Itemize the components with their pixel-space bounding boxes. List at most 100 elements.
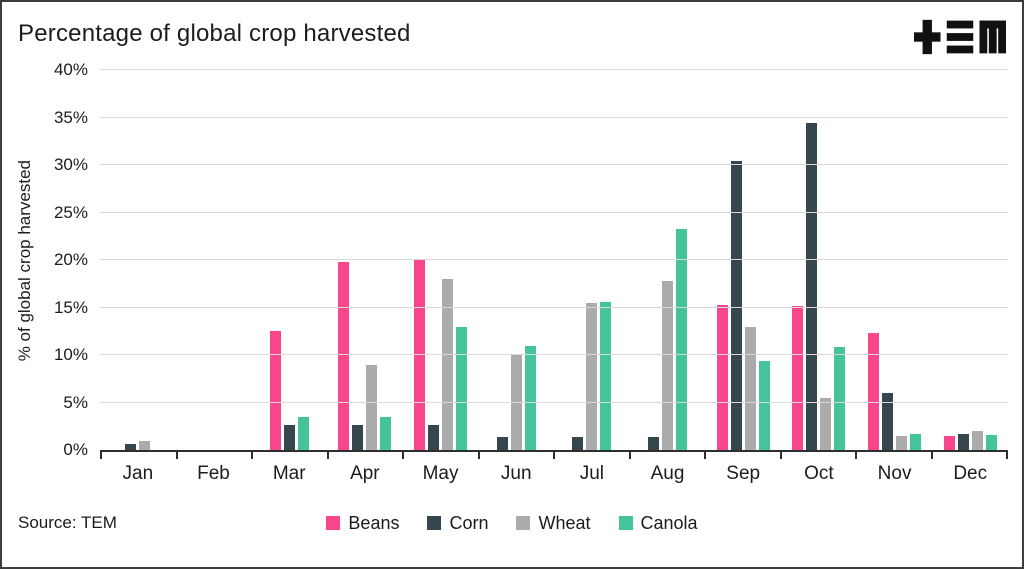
y-tick-label: 10% (53, 345, 88, 364)
bar-canola-mar (297, 416, 309, 450)
bar-wheat-aug (662, 280, 674, 450)
y-tick-label: 25% (53, 202, 88, 222)
y-tick-label: 5% (63, 392, 88, 412)
x-tick-label-apr: Apr (350, 463, 380, 484)
bar-corn-jul (572, 436, 584, 450)
bar-corn-dec (957, 433, 969, 450)
bar-corn-nov (882, 393, 894, 450)
legend-item-corn: Corn (427, 513, 488, 534)
bar-group-jun (478, 70, 554, 450)
x-tick-label-jun: Jun (500, 463, 532, 484)
bar-group-mar (251, 70, 327, 450)
legend-label-wheat: Wheat (538, 512, 591, 533)
y-tick-label: 0% (63, 440, 88, 459)
bar-beans-dec (943, 435, 955, 450)
y-tick-label: 30% (53, 155, 88, 174)
legend-item-canola: Canola (618, 512, 698, 534)
y-tick-label: 35% (53, 107, 88, 127)
chart-title: Percentage of global crop harvested (18, 20, 411, 47)
x-tick (329, 452, 404, 459)
gridline (100, 401, 1008, 403)
y-tick-label: 40% (53, 60, 88, 79)
bar-beans-oct (792, 305, 804, 450)
legend-item-wheat: Wheat (516, 512, 591, 534)
legend-item-beans: Beans (326, 513, 399, 534)
bar-group-jan (100, 70, 176, 450)
bar-wheat-may (442, 279, 454, 450)
bar-groups (100, 70, 1008, 450)
bar-wheat-jul (586, 302, 598, 450)
legend-label-canola: Canola (640, 512, 698, 533)
bar-corn-sep (730, 161, 742, 450)
x-tick (857, 452, 933, 459)
gridline (100, 164, 1008, 165)
bar-group-sep (705, 70, 781, 450)
gridline (100, 306, 1008, 308)
gridline (100, 354, 1008, 355)
x-tick (933, 452, 1008, 459)
bar-group-nov (857, 70, 933, 450)
x-tick-label-aug: Aug (650, 463, 685, 484)
x-tick (480, 452, 555, 459)
x-tick-label-mar: Mar (272, 463, 306, 484)
bar-group-may (403, 70, 479, 450)
x-tick (404, 452, 480, 459)
bar-canola-sep (758, 360, 770, 450)
x-tick-label-nov: Nov (877, 463, 912, 484)
bar-beans-apr (338, 261, 350, 450)
bar-group-dec (932, 70, 1008, 450)
bar-group-jul (554, 70, 630, 450)
x-axis-ticks (100, 452, 1008, 459)
bar-group-apr (327, 70, 403, 450)
bar-canola-dec (985, 434, 997, 450)
bar-group-aug (630, 70, 706, 450)
x-tick-label-oct: Oct (804, 463, 834, 484)
bar-beans-nov (868, 333, 880, 450)
x-tick (631, 452, 706, 459)
bar-wheat-sep (744, 326, 756, 450)
tem-logo-icon (914, 19, 1006, 55)
x-tick-label-sep: Sep (726, 463, 761, 484)
y-axis-label-column: % of global crop harvested (10, 70, 40, 452)
bar-beans-may (414, 260, 426, 450)
chart-header: Percentage of global crop harvested (2, 2, 1022, 64)
legend-swatch-canola (618, 516, 633, 530)
y-axis-label: % of global crop harvested (15, 160, 34, 362)
bar-group-feb (176, 70, 252, 450)
bar-corn-apr (352, 425, 364, 450)
bar-wheat-apr (366, 364, 378, 450)
x-tick (782, 452, 857, 459)
bar-canola-may (456, 326, 468, 450)
legend-swatch-beans (326, 516, 341, 530)
bar-group-oct (781, 70, 857, 450)
bar-wheat-nov (896, 435, 908, 450)
x-tick (253, 452, 329, 459)
gridline (100, 259, 1008, 260)
bar-corn-mar (283, 425, 295, 450)
source-note: Source: TEM (18, 513, 117, 532)
bar-canola-apr (380, 416, 392, 450)
bar-canola-jun (524, 345, 536, 450)
bar-beans-mar (269, 331, 281, 450)
tem-logo (914, 14, 1006, 60)
bar-beans-sep (716, 304, 728, 450)
bar-corn-jun (496, 436, 508, 450)
legend-label-corn: Corn (449, 512, 489, 533)
x-tick-label-feb: Feb (197, 463, 230, 484)
plot-area: 0% 5% 10% 15% 20% 25% 30% 35% 40% (54, 61, 1008, 459)
gridline (100, 116, 1008, 118)
bar-wheat-jan (139, 440, 151, 450)
legend-swatch-corn (427, 516, 442, 530)
bar-wheat-jun (510, 355, 522, 450)
x-tick-label-may: May (422, 463, 459, 484)
x-tick (178, 452, 253, 459)
chart-area: 0% 5% 10% 15% 20% 25% 30% 35% 40% (54, 61, 1008, 459)
gridline (100, 69, 1008, 70)
chart-region: % of global crop harvested 0% 5% 10% 15% 20%… (2, 61, 1022, 459)
x-axis-labels: Jan Feb Mar Apr May Jun Jul Aug Sep Oct Nov Dec (100, 463, 1008, 485)
x-tick (100, 452, 178, 459)
legend: Beans Corn Wheat Canola (2, 497, 1022, 549)
bar-canola-jul (600, 301, 612, 450)
legend-swatch-wheat (516, 516, 531, 530)
